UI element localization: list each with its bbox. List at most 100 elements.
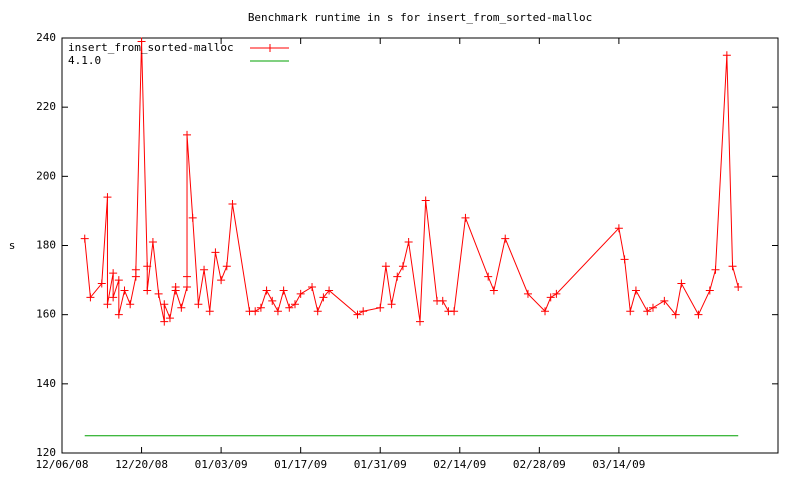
y-tick-label: 160 xyxy=(36,308,56,321)
point-marker xyxy=(183,283,192,291)
point-marker xyxy=(648,303,657,312)
point-marker xyxy=(694,310,703,319)
point-marker xyxy=(308,283,317,291)
chart-title: Benchmark runtime in s for insert_from_s… xyxy=(248,11,592,24)
point-marker xyxy=(228,200,237,208)
point-marker xyxy=(450,307,459,316)
point-marker xyxy=(183,272,192,281)
x-tick-label: 12/06/08 xyxy=(36,458,89,471)
point-marker xyxy=(126,300,135,309)
point-marker xyxy=(484,272,493,281)
point-marker xyxy=(262,286,271,295)
point-marker xyxy=(148,238,157,247)
point-marker xyxy=(268,296,277,305)
point-marker xyxy=(501,234,510,243)
point-marker xyxy=(722,51,731,60)
point-marker xyxy=(143,286,152,295)
point-marker xyxy=(376,303,385,312)
y-tick-label: 120 xyxy=(36,446,56,459)
point-marker xyxy=(137,37,146,46)
point-marker xyxy=(97,279,106,288)
point-marker xyxy=(279,286,288,295)
series-line xyxy=(84,41,739,322)
point-marker xyxy=(183,130,192,139)
point-marker xyxy=(626,307,635,316)
point-marker xyxy=(620,255,629,264)
point-marker xyxy=(205,307,214,316)
point-marker xyxy=(398,262,407,271)
x-tick-label: 02/14/09 xyxy=(433,458,486,471)
point-marker xyxy=(256,303,265,312)
point-marker xyxy=(80,234,89,243)
point-marker xyxy=(319,293,328,302)
y-tick-label: 220 xyxy=(36,100,56,113)
point-marker xyxy=(734,283,743,291)
x-tick-label: 03/14/09 xyxy=(592,458,645,471)
point-marker xyxy=(114,276,123,285)
y-tick-label: 140 xyxy=(36,377,56,390)
point-marker xyxy=(393,272,402,281)
point-marker xyxy=(273,307,282,316)
point-marker xyxy=(86,293,95,302)
point-marker xyxy=(631,286,640,295)
plot-frame xyxy=(61,37,779,454)
point-marker xyxy=(387,300,396,309)
legend-label: 4.1.0 xyxy=(68,54,101,67)
point-marker xyxy=(711,265,720,274)
point-marker xyxy=(546,293,555,302)
point-marker xyxy=(285,303,294,312)
x-tick-label: 01/17/09 xyxy=(274,458,327,471)
point-marker xyxy=(353,310,362,319)
point-marker xyxy=(614,224,623,233)
x-tick-label: 01/03/09 xyxy=(195,458,248,471)
point-marker xyxy=(404,238,413,247)
point-marker xyxy=(109,269,118,278)
x-tick-label: 12/20/08 xyxy=(115,458,168,471)
point-marker xyxy=(109,293,118,302)
point-marker xyxy=(171,286,180,295)
point-marker xyxy=(438,296,447,305)
point-marker xyxy=(194,300,203,309)
legend-marker xyxy=(266,44,274,52)
point-marker xyxy=(217,276,226,285)
point-marker xyxy=(381,262,390,271)
point-marker xyxy=(461,213,470,222)
point-marker xyxy=(160,317,169,326)
point-marker xyxy=(643,307,652,316)
x-tick-label: 02/28/09 xyxy=(513,458,566,471)
y-tick-label: 180 xyxy=(36,239,56,252)
x-tick-label: 01/31/09 xyxy=(354,458,407,471)
point-marker xyxy=(705,286,714,295)
point-marker xyxy=(143,262,152,271)
point-marker xyxy=(103,193,112,202)
point-marker xyxy=(177,303,186,312)
point-marker xyxy=(489,286,498,295)
point-marker xyxy=(131,265,140,274)
legend-label: insert_from_sorted-malloc xyxy=(68,41,234,54)
point-marker xyxy=(541,307,550,316)
point-marker xyxy=(120,286,129,295)
point-marker xyxy=(523,289,532,298)
y-tick-label: 200 xyxy=(36,169,56,182)
point-marker xyxy=(154,289,163,298)
point-marker xyxy=(200,265,209,274)
point-marker xyxy=(296,289,305,298)
point-marker xyxy=(677,279,686,288)
point-marker xyxy=(131,272,140,281)
point-marker xyxy=(728,262,737,271)
point-marker xyxy=(359,307,368,316)
point-marker xyxy=(188,213,197,222)
point-marker xyxy=(222,262,231,271)
y-axis-label: s xyxy=(9,239,16,252)
point-marker xyxy=(165,314,174,323)
point-marker xyxy=(313,307,322,316)
point-marker xyxy=(160,300,169,309)
point-marker xyxy=(325,286,334,295)
point-marker xyxy=(290,300,299,309)
point-marker xyxy=(251,307,260,316)
point-marker xyxy=(660,296,669,305)
point-marker xyxy=(552,289,561,298)
y-tick-label: 240 xyxy=(36,31,56,44)
